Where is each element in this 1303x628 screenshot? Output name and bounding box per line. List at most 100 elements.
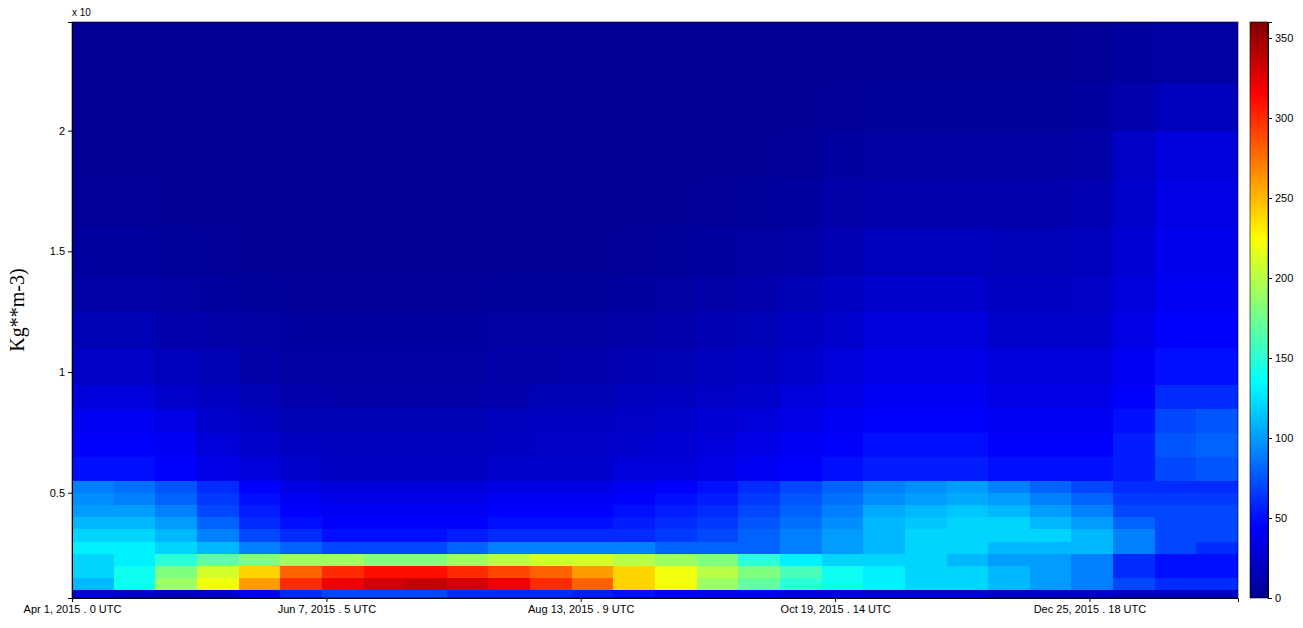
x-tick-label: Dec 25, 2015 . 18 UTC bbox=[1034, 603, 1147, 615]
heat-cell bbox=[1113, 553, 1155, 566]
heat-cell bbox=[1030, 82, 1072, 131]
heat-cell bbox=[1113, 348, 1155, 385]
heat-cell bbox=[613, 529, 655, 542]
heat-cell bbox=[780, 82, 822, 131]
heat-cell bbox=[1196, 82, 1238, 131]
heat-cell bbox=[1155, 312, 1197, 349]
heat-cell bbox=[947, 432, 989, 457]
heat-cell bbox=[1155, 589, 1197, 598]
y-axis-line bbox=[68, 23, 73, 599]
heat-cell bbox=[1113, 457, 1155, 482]
heat-cell bbox=[988, 408, 1030, 433]
heat-cell bbox=[947, 227, 989, 276]
heat-cell bbox=[197, 384, 239, 409]
heat-cell bbox=[572, 312, 614, 349]
heat-cell bbox=[863, 553, 905, 566]
heat-cell bbox=[1071, 348, 1113, 385]
heat-cell bbox=[72, 589, 114, 598]
colorbar-tick-mark bbox=[1268, 198, 1272, 199]
heat-cell bbox=[155, 493, 197, 506]
heat-cell bbox=[239, 529, 281, 542]
heat-cell bbox=[572, 541, 614, 554]
heat-cell bbox=[364, 517, 406, 530]
heat-cell bbox=[155, 481, 197, 494]
heat-cell bbox=[988, 432, 1030, 457]
heat-cell bbox=[530, 553, 572, 566]
heat-cell bbox=[655, 565, 697, 578]
heat-cell bbox=[1196, 553, 1238, 566]
heat-cell bbox=[405, 179, 447, 228]
heat-cell bbox=[155, 577, 197, 590]
heat-cell bbox=[738, 227, 780, 276]
y-tick: 1 bbox=[59, 366, 72, 378]
heat-cell bbox=[780, 312, 822, 349]
heat-cell bbox=[1113, 589, 1155, 598]
heat-cell bbox=[447, 384, 489, 409]
heat-cell bbox=[780, 179, 822, 228]
heat-cell bbox=[863, 529, 905, 542]
heat-cell bbox=[239, 493, 281, 506]
colorbar-tick-label: 150 bbox=[1275, 352, 1293, 364]
heat-cell bbox=[738, 408, 780, 433]
heat-cell bbox=[780, 505, 822, 518]
y-tick: 1.5 bbox=[50, 245, 72, 257]
heat-cell bbox=[1030, 553, 1072, 566]
heat-cell bbox=[697, 553, 739, 566]
heat-cell bbox=[488, 275, 530, 312]
heat-cell bbox=[780, 553, 822, 566]
heat-cell bbox=[697, 505, 739, 518]
heat-cell bbox=[1113, 529, 1155, 542]
heat-cell bbox=[863, 179, 905, 228]
heat-cell bbox=[988, 22, 1030, 83]
heat-cell bbox=[1030, 227, 1072, 276]
heat-cell bbox=[364, 227, 406, 276]
heat-cell bbox=[280, 529, 322, 542]
colorbar-tick-label: 50 bbox=[1275, 512, 1287, 524]
heat-cell bbox=[364, 275, 406, 312]
heat-cell bbox=[988, 589, 1030, 598]
heat-cell bbox=[530, 577, 572, 590]
heat-cell bbox=[1196, 275, 1238, 312]
heat-cell bbox=[197, 457, 239, 482]
heat-cell bbox=[530, 517, 572, 530]
heat-cell bbox=[1030, 481, 1072, 494]
heat-cell bbox=[197, 275, 239, 312]
heat-cell bbox=[863, 408, 905, 433]
heat-cell bbox=[488, 22, 530, 83]
heat-cell bbox=[447, 408, 489, 433]
colorbar-tick-label: 0 bbox=[1275, 592, 1281, 604]
heat-cell bbox=[1196, 312, 1238, 349]
cells bbox=[72, 22, 1238, 598]
heat-cell bbox=[530, 481, 572, 494]
heat-cell bbox=[1030, 312, 1072, 349]
heat-cell bbox=[1030, 275, 1072, 312]
heat-cell bbox=[988, 82, 1030, 131]
colorbar-tick: 350 bbox=[1268, 32, 1293, 44]
heat-cell bbox=[863, 589, 905, 598]
heat-cell bbox=[488, 131, 530, 180]
heat-cell bbox=[72, 553, 114, 566]
heat-cell bbox=[863, 541, 905, 554]
y-tick-label: 2 bbox=[59, 125, 65, 137]
heat-cell bbox=[197, 565, 239, 578]
heat-cell bbox=[947, 589, 989, 598]
y-tick-mark bbox=[68, 251, 72, 252]
heat-cell bbox=[738, 589, 780, 598]
heat-cell bbox=[405, 553, 447, 566]
heat-cell bbox=[572, 457, 614, 482]
heat-cell bbox=[488, 565, 530, 578]
heat-cell bbox=[197, 589, 239, 598]
heat-cell bbox=[905, 131, 947, 180]
heat-cell bbox=[1071, 589, 1113, 598]
heat-cell bbox=[72, 348, 114, 385]
heat-cell bbox=[1155, 541, 1197, 554]
heat-cell bbox=[1030, 589, 1072, 598]
heat-cell bbox=[197, 553, 239, 566]
plot-frame bbox=[72, 22, 1238, 598]
heat-cell bbox=[447, 275, 489, 312]
colorbar-tick: 250 bbox=[1268, 192, 1293, 204]
heat-cell bbox=[697, 384, 739, 409]
heat-cell bbox=[738, 312, 780, 349]
heat-cell bbox=[530, 565, 572, 578]
heat-cell bbox=[822, 179, 864, 228]
